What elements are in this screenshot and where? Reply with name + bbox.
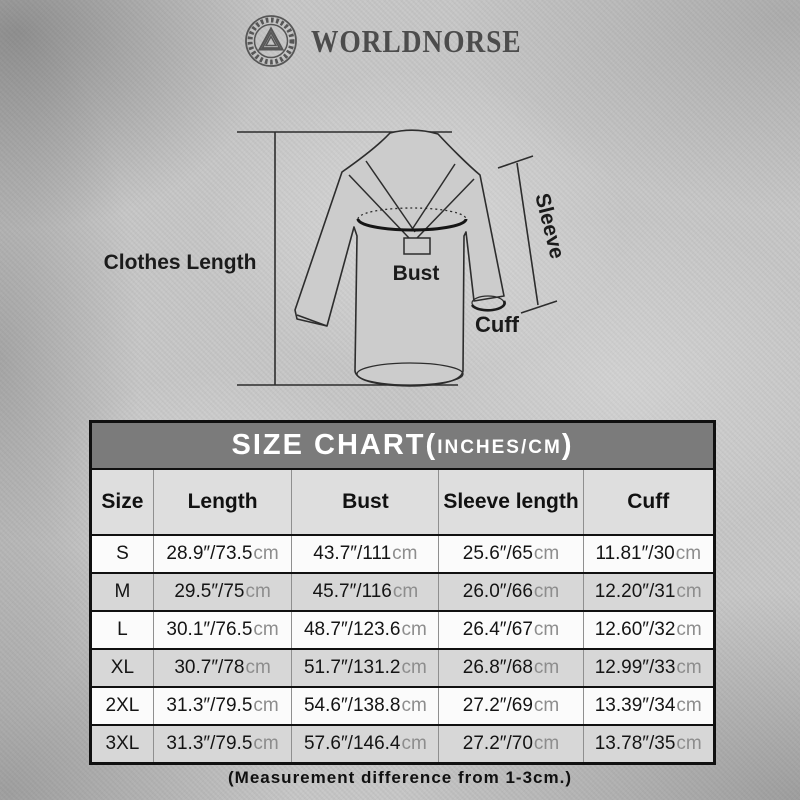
size-cell: 2XL (105, 695, 140, 716)
sleeve-cell: 26.0″/66 cm (438, 574, 582, 610)
table-row-3xl: 3XL 31.3″/79.5 cm 57.6″/146.4 cm 27.2″/70 c… (92, 726, 713, 762)
size-chart-title-bar: SIZE CHART(INCHES/CM) (92, 423, 713, 470)
table-header-row: Size Length Bust Sleeve length Cuff (92, 470, 713, 536)
length-cell: 30.1″/76.5 cm (152, 612, 291, 648)
table-row-2xl: 2XL 31.3″/79.5 cm 54.6″/138.8 cm 27.2″/69 c… (92, 688, 713, 726)
cuff-cell: 13.78″/35 cm (582, 726, 713, 762)
table-row-s: S 28.9″/73.5 cm 43.7″/111 cm 25.6″/65 cm 11… (92, 536, 713, 574)
bust-cell: 54.6″/138.8 cm (291, 688, 438, 724)
cuff-label: Cuff (475, 312, 520, 337)
clothes-length-label: Clothes Length (104, 251, 257, 274)
sleeve-cell: 26.4″/67 cm (438, 612, 582, 648)
length-cell: 28.9″/73.5 cm (152, 536, 291, 572)
table-row-l: L 30.1″/76.5 cm 48.7″/123.6 cm 26.4″/67 cm … (92, 612, 713, 650)
bust-label: Bust (393, 262, 440, 285)
bust-cell: 48.7″/123.6 cm (291, 612, 438, 648)
size-cell: L (117, 619, 128, 640)
bust-ellipse-dotted (357, 207, 467, 220)
cuff-cell: 12.99″/33 cm (582, 650, 713, 686)
table-row-xl: XL 30.7″/78 cm 51.7″/131.2 cm 26.8″/68 cm 1… (92, 650, 713, 688)
table-row-m: M 29.5″/75 cm 45.7″/116 cm 26.0″/66 cm 12.2… (92, 574, 713, 612)
size-cell: S (116, 543, 129, 564)
robe-outline (294, 129, 506, 387)
col-header-length: Length (152, 470, 291, 534)
sleeve-label: Sleeve (530, 191, 568, 261)
bust-cell: 43.7″/111 cm (291, 536, 438, 572)
sleeve-cell: 26.8″/68 cm (438, 650, 582, 686)
cuff-cell: 12.60″/32 cm (582, 612, 713, 648)
brand-header: WORLDNORSE (0, 12, 800, 70)
bust-cell: 57.6″/146.4 cm (291, 726, 438, 762)
cuff-cell: 12.20″/31 cm (582, 574, 713, 610)
size-chart-table: SIZE CHART(INCHES/CM) Size Length Bust S… (89, 420, 716, 765)
col-header-bust: Bust (291, 470, 438, 534)
col-header-size: Size (101, 490, 144, 513)
bust-cell: 45.7″/116 cm (291, 574, 438, 610)
size-cell: M (114, 581, 131, 602)
col-header-sleeve: Sleeve length (438, 470, 582, 534)
sleeve-cell: 27.2″/69 cm (438, 688, 582, 724)
brand-name: WORLDNORSE (311, 22, 522, 59)
title-units: INCHES/CM (437, 436, 562, 458)
sleeve-cell: 27.2″/70 cm (438, 726, 582, 762)
length-cell: 29.5″/75 cm (152, 574, 291, 610)
valknut-logo-icon (245, 15, 298, 67)
cuff-cell: 11.81″/30 cm (582, 536, 713, 572)
title-main: SIZE CHART( (231, 429, 438, 461)
measurement-footnote: (Measurement difference from 1-3cm.) (228, 768, 572, 787)
title-close: ) (561, 429, 574, 461)
col-header-cuff: Cuff (582, 470, 713, 534)
size-cell: XL (110, 657, 135, 678)
length-cell: 31.3″/79.5 cm (152, 688, 291, 724)
bust-cell: 51.7″/131.2 cm (291, 650, 438, 686)
garment-measurement-diagram: Clothes Length Bust Sleeve Cuff (104, 129, 569, 387)
sleeve-measure-line (497, 155, 558, 314)
length-cell: 31.3″/79.5 cm (152, 726, 291, 762)
sleeve-cell: 25.6″/65 cm (438, 536, 582, 572)
length-cell: 30.7″/78 cm (152, 650, 291, 686)
size-cell: 3XL (105, 733, 140, 754)
bust-ellipse-solid (356, 218, 468, 232)
cuff-cell: 13.39″/34 cm (582, 688, 713, 724)
